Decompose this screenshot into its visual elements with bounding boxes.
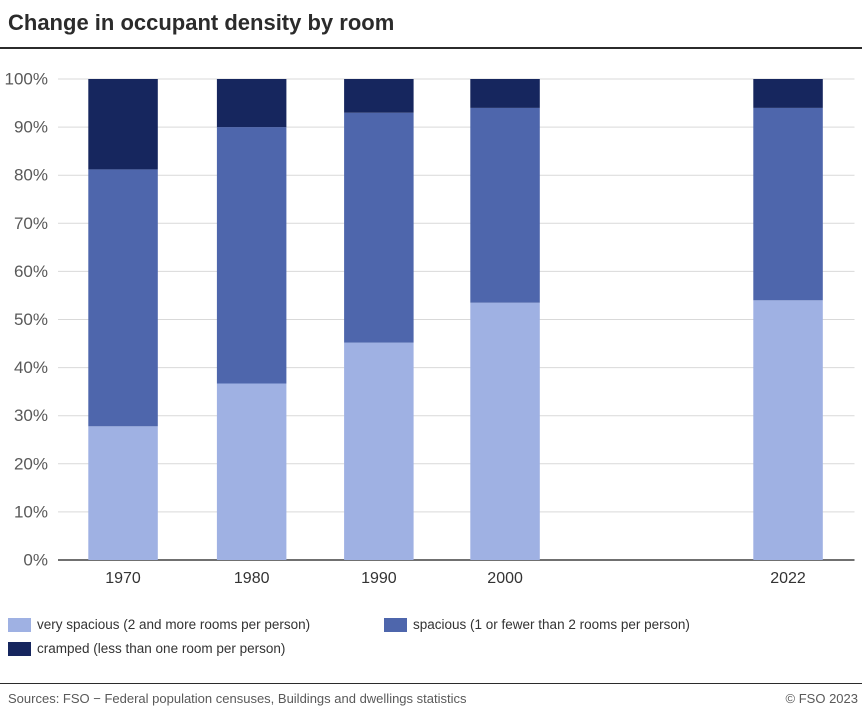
svg-text:40%: 40%	[14, 358, 48, 377]
svg-text:100%: 100%	[5, 70, 48, 89]
svg-text:90%: 90%	[14, 118, 48, 137]
svg-text:70%: 70%	[14, 214, 48, 233]
svg-text:30%: 30%	[14, 406, 48, 425]
svg-text:1980: 1980	[234, 570, 270, 587]
svg-text:1990: 1990	[361, 570, 397, 587]
svg-text:50%: 50%	[14, 310, 48, 329]
svg-text:1970: 1970	[105, 570, 141, 587]
svg-text:60%: 60%	[14, 262, 48, 281]
svg-text:80%: 80%	[14, 166, 48, 185]
svg-text:10%: 10%	[14, 502, 48, 521]
svg-text:2022: 2022	[770, 570, 806, 587]
svg-text:20%: 20%	[14, 454, 48, 473]
svg-text:2000: 2000	[487, 570, 523, 587]
svg-text:0%: 0%	[23, 551, 48, 570]
